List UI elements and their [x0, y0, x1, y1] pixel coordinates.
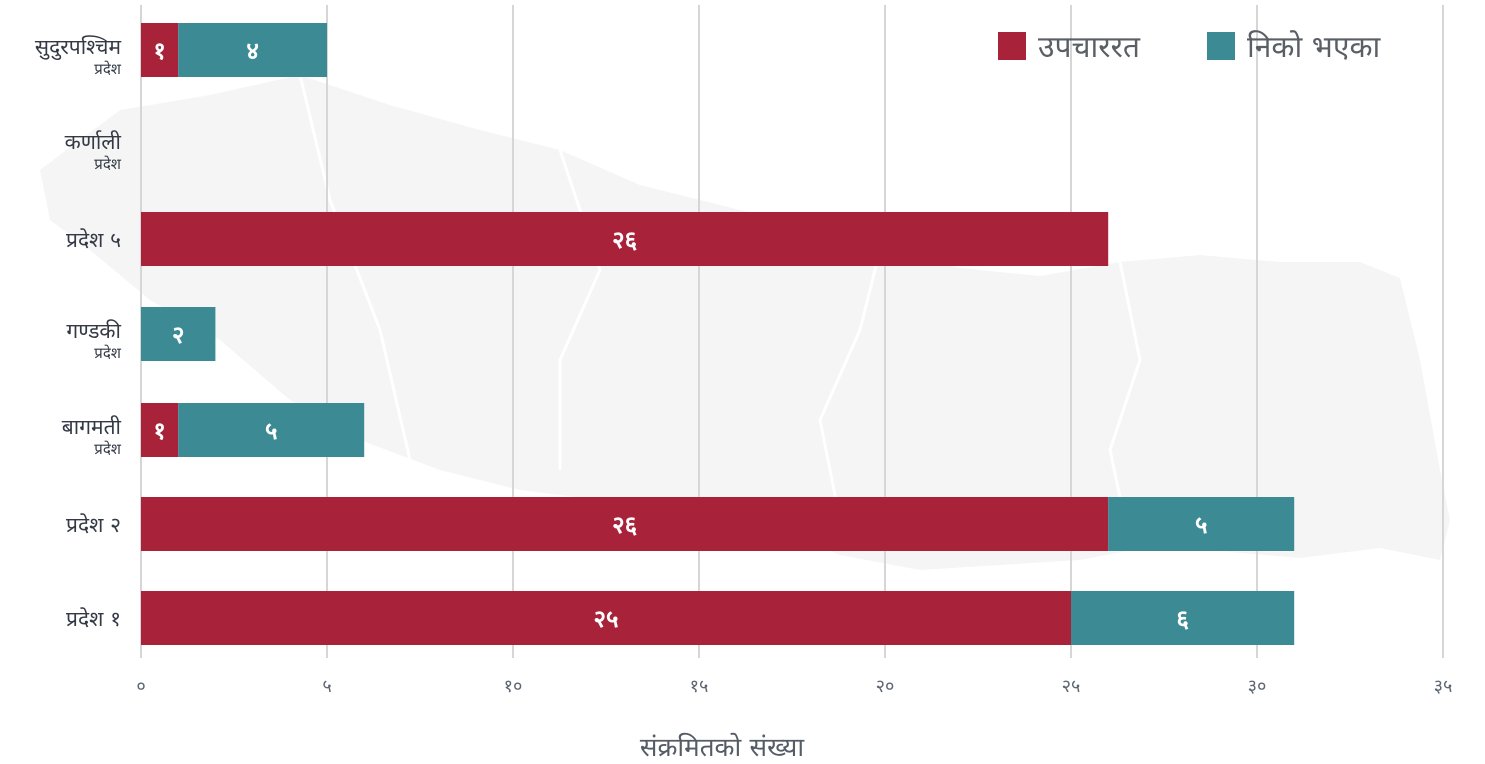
legend-label: निको भएका: [1247, 30, 1381, 65]
data-label: ५: [265, 417, 277, 445]
category-sublabel: प्रदेश: [94, 344, 122, 362]
data-label: ४: [246, 37, 258, 65]
x-tick-label: ०: [136, 676, 145, 697]
category-sublabel: प्रदेश: [94, 155, 122, 173]
map-border-line: [818, 249, 882, 521]
data-label: २५: [594, 605, 619, 633]
category-label: प्रदेश २: [66, 513, 121, 537]
x-tick-label: २५: [1062, 676, 1081, 697]
category-label: कर्णाली: [65, 130, 122, 154]
category-label: प्रदेश ५: [66, 228, 121, 252]
map-border-line: [558, 149, 602, 470]
category-label: बागमती: [62, 415, 122, 439]
nepal-map-background: [40, 74, 1450, 570]
x-tick-label: २०: [876, 676, 895, 697]
category-sublabel: प्रदेश: [94, 440, 122, 458]
bar-segment: [141, 23, 179, 77]
legend-swatch: [1207, 32, 1235, 60]
bar-segment: [141, 591, 1071, 645]
category-sublabel: प्रदेश: [94, 60, 122, 78]
data-label: ६: [1176, 605, 1188, 633]
category-label: प्रदेश १: [66, 607, 121, 631]
bar-segment: [141, 212, 1109, 266]
data-label: २६: [612, 511, 637, 539]
data-label: १: [153, 37, 165, 65]
x-tick-label: १०: [504, 676, 523, 697]
data-label: १: [153, 417, 165, 445]
legend-label: उपचाररत: [1038, 30, 1141, 65]
legend-swatch: [998, 32, 1026, 60]
category-label: गण्डकी: [66, 319, 121, 343]
bar-segment: [178, 403, 365, 457]
bar-segment: [1108, 497, 1295, 551]
legend: उपचाररत निको भएका: [998, 30, 1381, 65]
bar-segment: [1071, 591, 1295, 645]
map-silhouette: [40, 75, 1450, 570]
x-tick-label: १५: [690, 676, 709, 697]
x-tick-label: ५: [322, 676, 331, 697]
bar-segment: [178, 23, 327, 77]
x-tick-label: ३०: [1248, 676, 1267, 697]
x-tick-labels: ० ५ १० १५ २० २५ ३० ३५: [136, 676, 1452, 697]
data-label: २: [172, 321, 184, 349]
bars: १ ४ २६ २ १ ५ २६ ५ २५ ६: [141, 23, 1295, 645]
bar-segment: [141, 497, 1109, 551]
bar-segment: [141, 307, 216, 361]
data-label: २६: [612, 226, 637, 254]
x-axis-title: संक्रमितको संख्या: [640, 732, 805, 763]
bar-segment: [141, 403, 179, 457]
x-tick-label: ३५: [1434, 676, 1453, 697]
category-label: सुदुरपश्चिम: [35, 35, 122, 61]
data-label: ५: [1195, 511, 1207, 539]
category-labels: सुदुरपश्चिमप्रदेशकर्णालीप्रदेशप्रदेश ५गण…: [35, 35, 122, 631]
